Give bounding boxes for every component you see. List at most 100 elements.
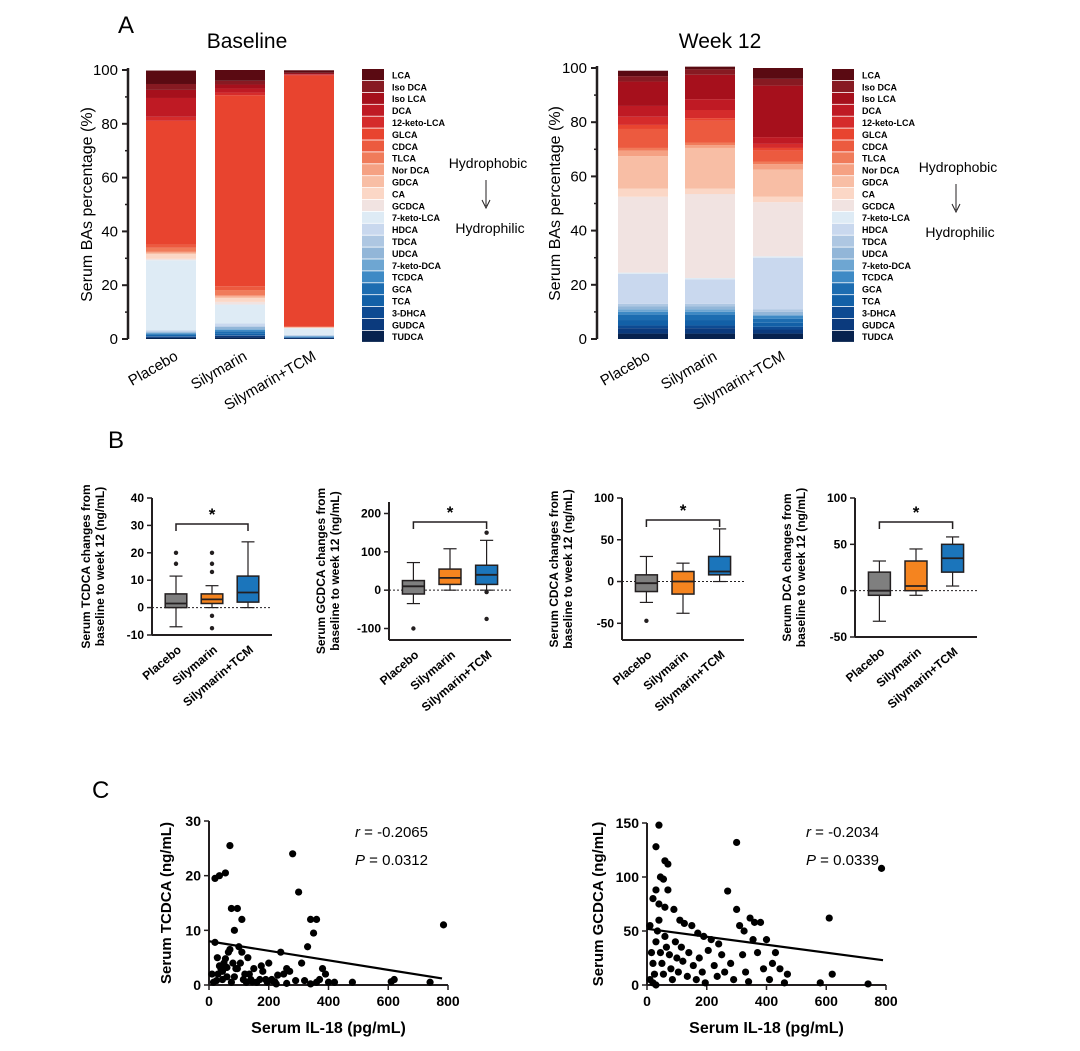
bar-segment-gca (146, 334, 196, 336)
significance-bracket (645, 519, 721, 527)
bar-segment-hdca (753, 257, 803, 310)
bar-segment-iso-dca (215, 80, 265, 85)
bar-segment-lca (618, 70, 668, 77)
scatter-point (245, 970, 253, 978)
legend-swatch-dca (362, 104, 384, 116)
bar-segment-lca (685, 66, 735, 70)
y-tick-label: 150 (616, 815, 640, 831)
hydrophobic-label: Hydrophobic (919, 159, 998, 175)
scatter-point (274, 971, 282, 979)
scatter-point (688, 922, 696, 930)
x-tick-label: 400 (317, 993, 341, 1009)
legend-label: GCA (392, 285, 413, 295)
bar-segment-iso-dca (618, 76, 668, 82)
legend-swatch-hdca (362, 223, 384, 235)
outlier-point (209, 550, 215, 555)
scatter-point (685, 949, 693, 957)
legend-label: Iso LCA (862, 94, 897, 104)
significance-bracket (412, 521, 488, 529)
scatter-point (771, 949, 780, 957)
x-tick-label: Placebo (126, 348, 181, 390)
scatter-point (230, 973, 238, 981)
legend-label: TLCA (862, 154, 886, 164)
legend-swatch-iso-dca (362, 80, 384, 92)
legend-swatch-tcdca (362, 271, 384, 283)
bar-segment-tcdca (685, 311, 735, 315)
legend-label: 7-keto-DCA (862, 261, 912, 271)
legend-label: 3-DHCA (862, 308, 897, 318)
scatter-point (759, 965, 768, 973)
legend-swatch-tlca (362, 152, 384, 164)
y-tick-label: 80 (570, 114, 587, 131)
scatter-point (704, 946, 712, 955)
y-tick-label: 40 (101, 223, 118, 240)
bar-segment-gudca (284, 337, 334, 339)
legend-label: TUDCA (392, 332, 424, 342)
legend-label: CDCA (862, 142, 888, 152)
legend-swatch-tudca (832, 330, 854, 342)
legend-label: TCA (862, 297, 881, 307)
p-value: P = 0.0312 (355, 852, 428, 869)
scatter-point (756, 918, 765, 926)
box-2 (236, 575, 260, 603)
r-value: = -0.2065 (360, 824, 428, 841)
bar-segment-dca (685, 99, 735, 111)
bar-segment-udca (146, 332, 196, 333)
scatter-point (739, 951, 747, 959)
bar-segment-glca (215, 95, 265, 287)
scatter-point (289, 850, 297, 858)
bar-segment-hdca (215, 323, 265, 327)
scatter-point (649, 959, 657, 968)
y-axis-label-line2: baseline to week 12 (ng/mL) (328, 491, 342, 650)
scatter-point (664, 886, 672, 894)
stacked-bar-chart-baseline: Baseline 0 20 40 60 80 100 Serum BAs percentage… (79, 30, 527, 414)
bar-segment-gca (618, 314, 668, 321)
legend-swatch-gcdca (832, 199, 854, 211)
legend-label: Iso DCA (392, 82, 428, 92)
scatter-point (649, 895, 657, 903)
legend-swatch-ca (362, 188, 384, 200)
scatter-point (783, 970, 792, 978)
scatter-point (671, 938, 679, 946)
bar-segment-tcdca (618, 311, 668, 315)
y-tick-label: 100 (361, 545, 381, 559)
y-axis-label: Serum BAs percentage (%) (547, 106, 564, 301)
bar-segment-gudca (146, 336, 196, 338)
bar-segment-gcdca (685, 194, 735, 279)
bar-segment-3-dhca (215, 335, 265, 336)
legend-label: GUDCA (862, 320, 895, 330)
scatter-point (698, 968, 706, 976)
legend-label: 12-keto-LCA (392, 118, 446, 128)
scatter-point (730, 976, 738, 984)
bar-segment-gca (284, 336, 334, 338)
legend-label: UDCA (862, 249, 888, 259)
legend-swatch-cdca (832, 140, 854, 152)
y-tick-label: 200 (361, 507, 381, 521)
box-2 (707, 555, 732, 576)
scatter-point (652, 886, 660, 894)
scatter-point (655, 916, 663, 924)
hydrophilic-label: Hydrophilic (925, 224, 994, 240)
scatter-point (230, 926, 238, 934)
y-tick-label: 0 (110, 331, 118, 348)
y-axis-label-line1: Serum GCDCA changes from (314, 488, 328, 654)
bar-segment-7-keto-dca (146, 332, 196, 334)
legend-swatch-glca (362, 128, 384, 140)
legend-swatch-7-keto-dca (832, 259, 854, 271)
scatter-point (724, 887, 732, 895)
bar-segment-cdca (618, 128, 668, 148)
legend-label: HDCA (392, 225, 418, 235)
bar-segment-tudca (215, 337, 265, 339)
legend-label: DCA (862, 106, 882, 116)
legend-label: GCDCA (392, 201, 425, 211)
bar-segment-tlca (753, 161, 803, 165)
scatter-point (780, 979, 789, 987)
y-axis-label-line2: baseline to week 12 (ng/mL) (93, 487, 107, 646)
y-tick-label: 20 (101, 277, 118, 294)
scatter-point (283, 979, 291, 987)
legend-swatch-nor-dca (832, 164, 854, 176)
scatter-point (330, 978, 339, 986)
bar-segment-cdca (685, 120, 735, 143)
legend-label: GCDCA (862, 201, 895, 211)
